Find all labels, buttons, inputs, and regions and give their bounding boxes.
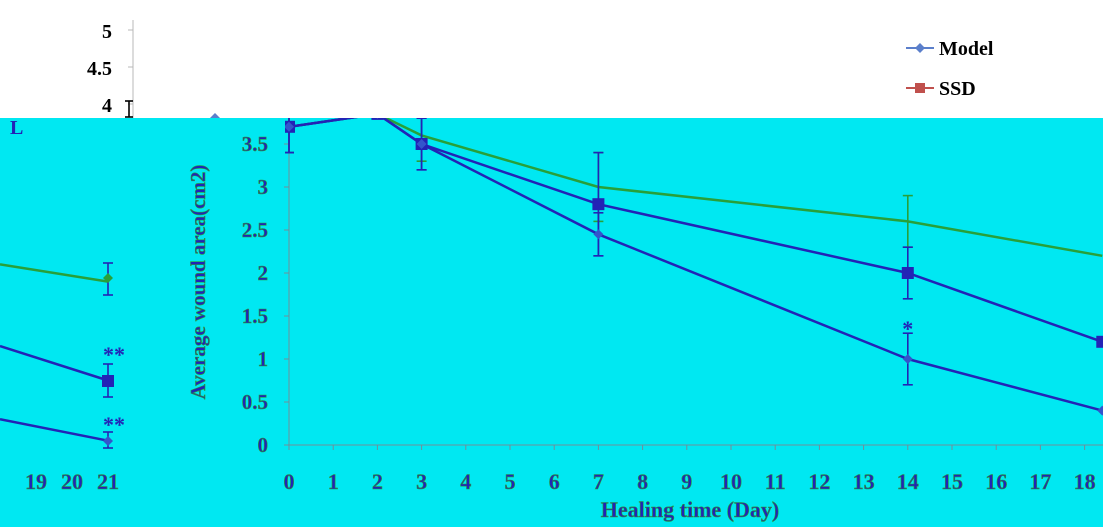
top-y-tick-label: 4.5	[87, 58, 112, 80]
top-error-bar	[125, 100, 133, 118]
main-x-tick-label: 5	[505, 469, 516, 494]
data-point-square	[1096, 335, 1103, 348]
significance-annotation: **	[103, 342, 125, 367]
main-x-tick-label: 2	[372, 469, 383, 494]
main-y-tick-label: 2.5	[242, 218, 268, 242]
legend-marker-model	[915, 43, 925, 53]
top-y-tick-label: 4	[102, 95, 112, 117]
main-x-tick-label: 14	[897, 469, 919, 494]
left-green-marker	[103, 273, 113, 283]
data-point-diamond	[902, 354, 913, 364]
main-x-tick-label: 9	[681, 469, 692, 494]
main-x-tick-label: 17	[1029, 469, 1051, 494]
main-y-tick-label: 1	[258, 347, 269, 371]
main-chart: 00.511.522.533.50 1 2 3 4 5 6 7 8 9 10 11 12 13 14 15 16…	[186, 118, 1103, 522]
main-y-tick-label: 0	[258, 433, 269, 457]
main-x-tick-label: 18	[1074, 469, 1096, 494]
main-x-tick-label: 13	[853, 469, 875, 494]
left-series-line	[0, 263, 109, 283]
series-line-0	[288, 118, 1103, 258]
main-x-tick-label: 7	[593, 469, 604, 494]
main-x-tick-label: 4	[460, 469, 471, 494]
left-series-line	[0, 417, 109, 442]
main-x-tick-label: 6	[549, 469, 560, 494]
main-y-tick-label: 2	[258, 261, 269, 285]
data-point-diamond	[1097, 405, 1103, 416]
main-x-tick-label: 1	[328, 469, 339, 494]
data-point-diamond	[285, 121, 294, 132]
left-x-tick-label: 21	[97, 469, 119, 494]
series-line-2	[288, 118, 1103, 412]
main-x-tick-label: 15	[941, 469, 963, 494]
data-point-square	[901, 267, 914, 279]
series-line-1	[288, 118, 1103, 343]
overlay-chart-background	[0, 118, 1103, 527]
significance-annotation: **	[103, 412, 125, 437]
left-x-tick-label: 19	[25, 469, 47, 494]
main-y-tick-label: 1.5	[242, 304, 268, 328]
left-plot-area	[0, 263, 109, 442]
data-point-diamond	[376, 118, 379, 119]
background-chart-layer: 5 4.5 4 Model SSD	[87, 20, 1090, 125]
significance-annotation: *	[902, 316, 913, 341]
data-point-square	[592, 198, 605, 211]
top-y-tick-label: 5	[102, 21, 112, 43]
left-diamond-marker	[103, 436, 113, 446]
main-x-tick-label: 16	[985, 469, 1007, 494]
main-y-tick-label: 3.5	[242, 132, 268, 156]
main-x-tick-label: 11	[765, 469, 786, 494]
main-x-tick-label: 10	[720, 469, 742, 494]
main-plot-area	[285, 118, 1103, 416]
left-x-tick-label: 20	[61, 469, 83, 494]
left-fragment-chart: ** ** L 19 20 21	[0, 117, 125, 494]
left-series-line	[0, 344, 109, 382]
data-point-square	[371, 118, 384, 120]
left-square-marker	[102, 375, 114, 387]
main-y-tick-label: 3	[258, 175, 269, 199]
data-point-diamond	[593, 229, 604, 240]
y-axis-label: Average wound area(cm2)	[186, 165, 210, 400]
legend-label-ssd: SSD	[939, 78, 976, 100]
legend-label-model: Model	[939, 38, 994, 60]
main-x-tick-label: 0	[284, 469, 295, 494]
main-x-tick-label: 3	[416, 469, 427, 494]
main-x-tick-label: 12	[808, 469, 830, 494]
legend-marker-ssd	[915, 83, 925, 93]
x-axis-label: Healing time (Day)	[601, 497, 779, 522]
data-point-diamond	[416, 139, 427, 149]
main-y-tick-label: 0.5	[242, 390, 268, 414]
main-x-tick-label: 8	[637, 469, 648, 494]
left-fragment-label: L	[10, 117, 23, 139]
